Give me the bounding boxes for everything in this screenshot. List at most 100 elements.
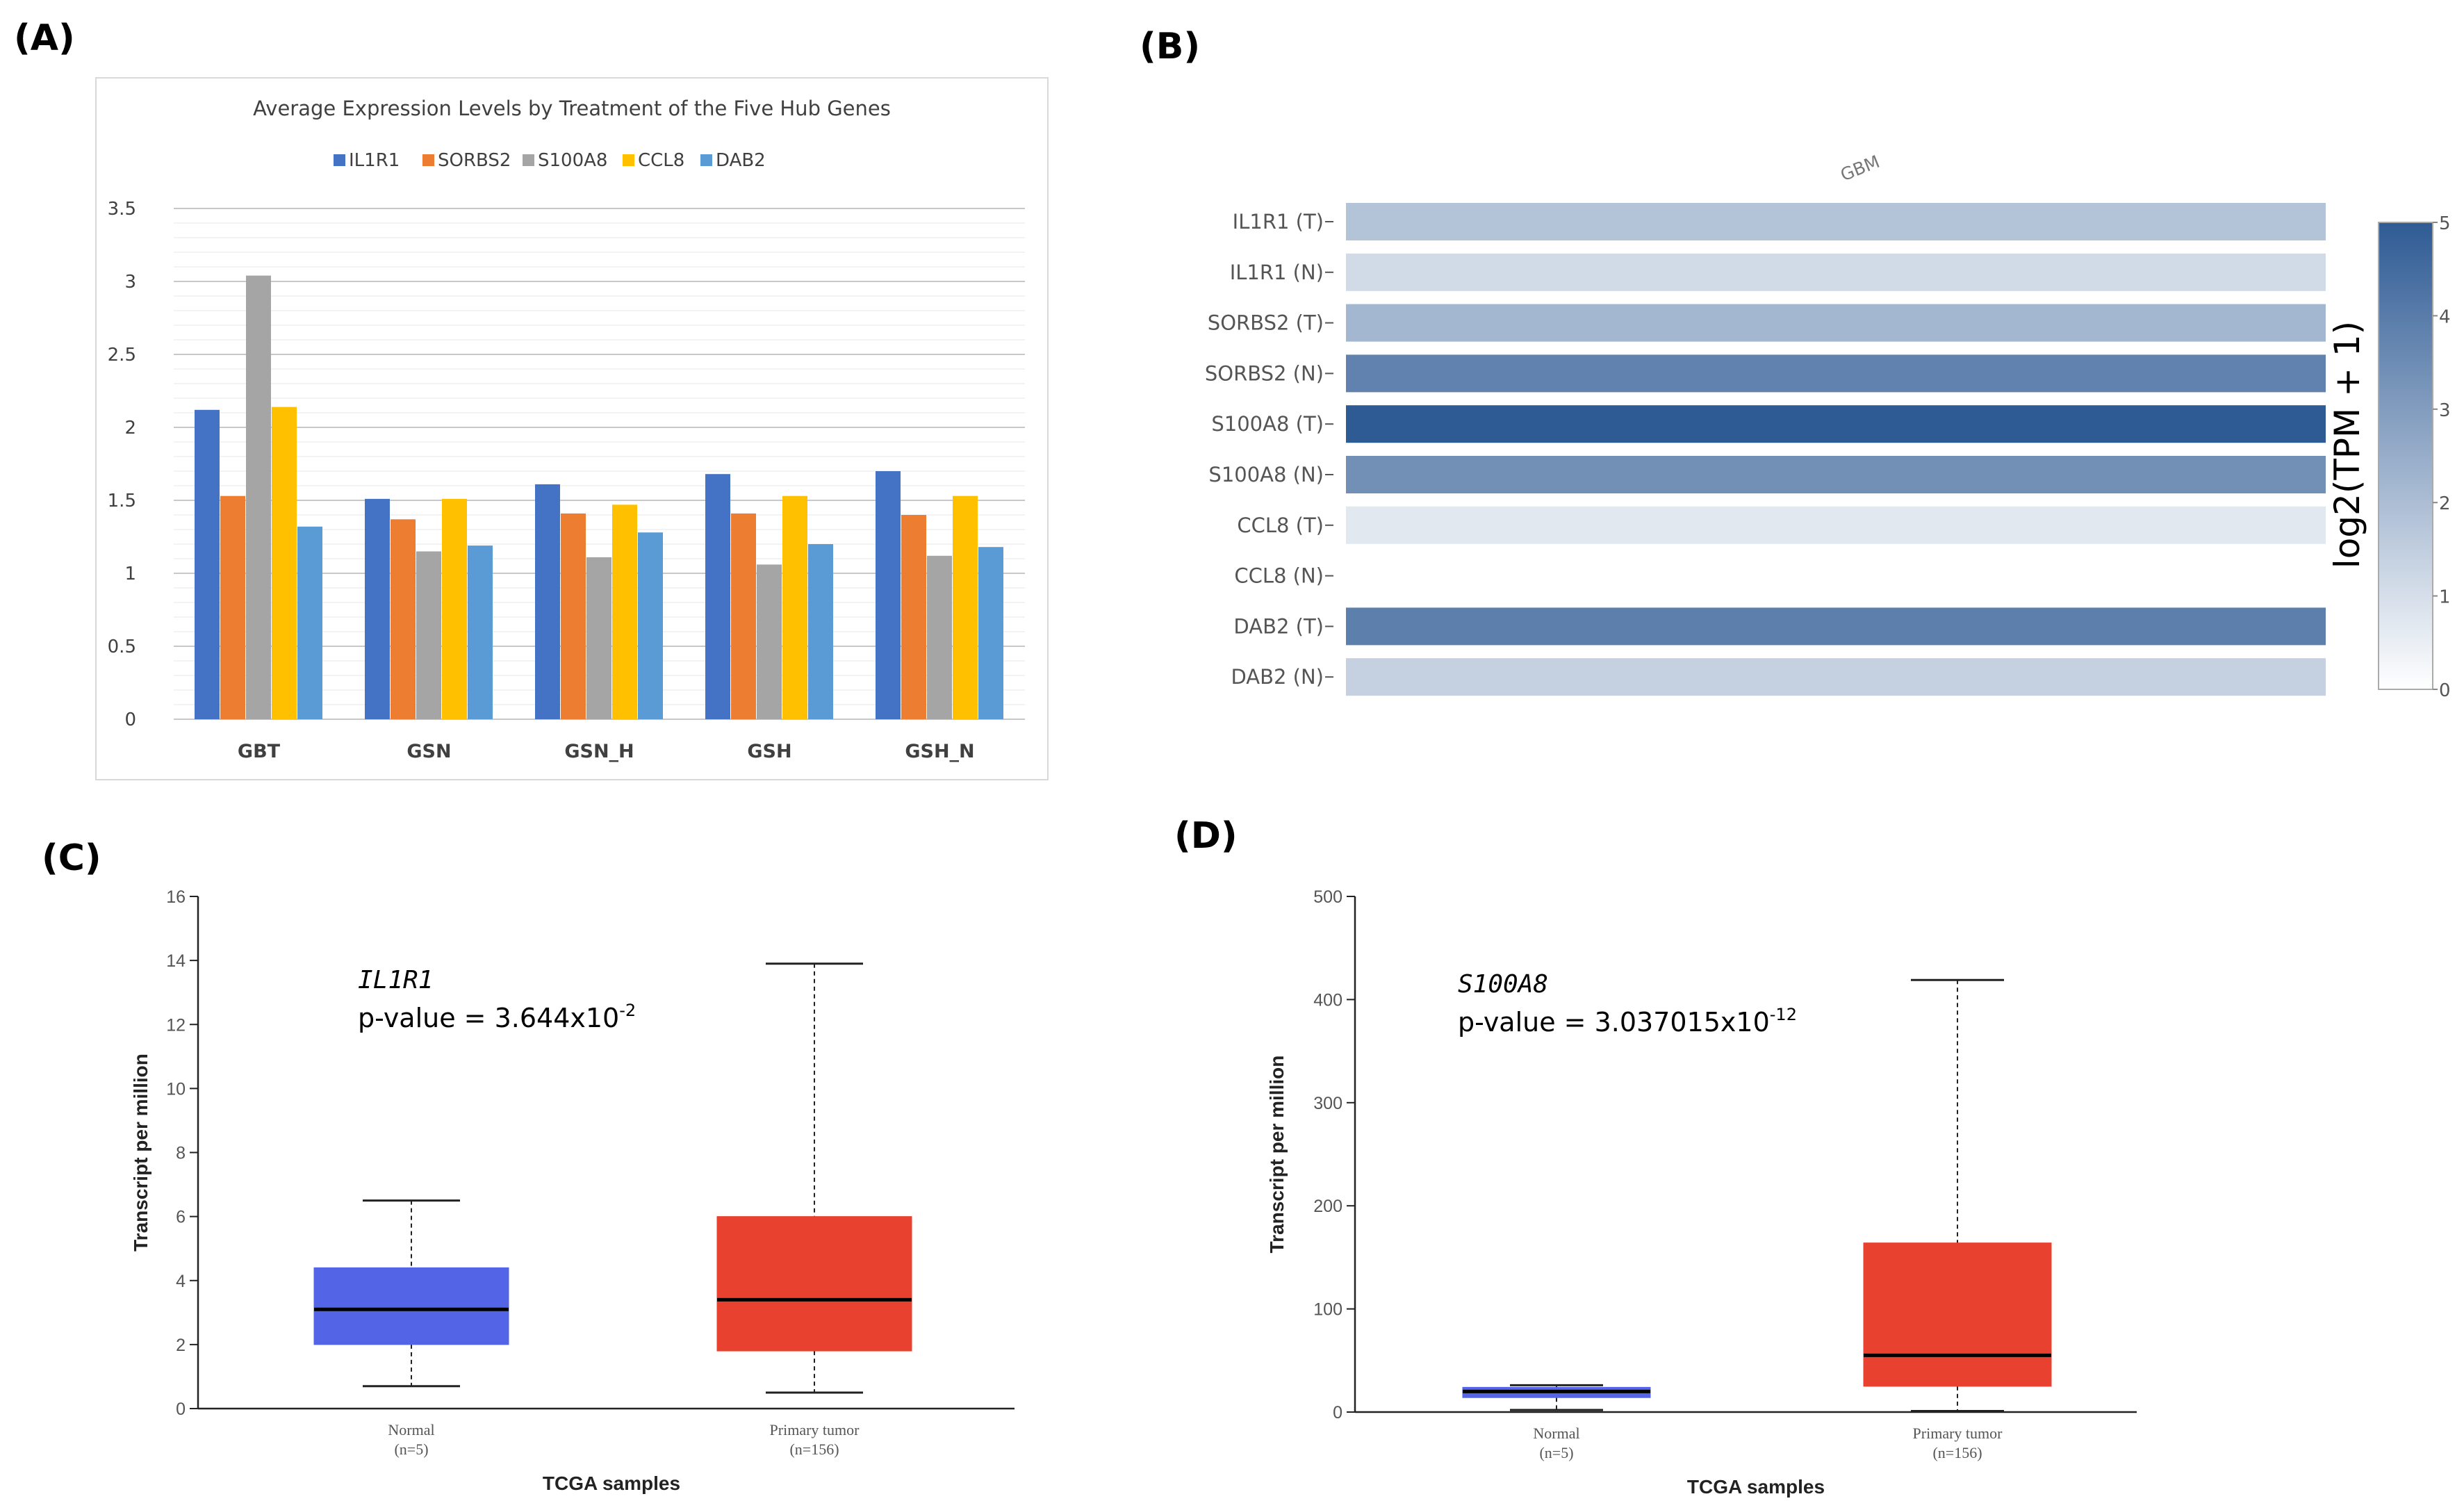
chart-a-bars <box>195 275 1003 720</box>
y-tick-label: 3 <box>124 272 136 293</box>
heatmap-cell <box>1346 607 2326 646</box>
heatmap-row-label: S100A8 (T) <box>1211 412 1324 436</box>
bar-il1r1-gsn <box>365 498 390 719</box>
y-tick-label: 14 <box>166 951 186 971</box>
y-tick-label: 2.5 <box>108 345 136 366</box>
bar-ccl8-gsh <box>782 495 807 719</box>
colorbar-title: log2(TPM + 1) <box>2327 321 2367 568</box>
heatmap-row-label: SORBS2 (N) <box>1205 361 1324 385</box>
heatmap-row-label: CCL8 (N) <box>1234 564 1324 588</box>
boxplot-d-gene: S100A8 <box>1458 970 1548 999</box>
y-tick-label: 8 <box>176 1144 186 1163</box>
y-tick-label: 1 <box>124 564 136 584</box>
bar-sorbs2-gsh_n <box>901 515 926 719</box>
bar-sorbs2-gsh <box>731 513 756 719</box>
bar-il1r1-gsh_n <box>876 471 901 719</box>
colorbar-tick-label: 0 <box>2439 680 2451 701</box>
category-label: GSH_N <box>905 741 974 762</box>
heatmap-row-label: SORBS2 (T) <box>1208 311 1324 335</box>
bar-ccl8-gsh_n <box>953 495 978 719</box>
colorbar-tick-label: 2 <box>2439 493 2451 514</box>
heatmap-cell <box>1346 658 2326 696</box>
y-tick-label: 200 <box>1313 1197 1342 1216</box>
y-tick-label: 4 <box>176 1272 186 1291</box>
bar-dab2-gsn <box>468 546 493 719</box>
panel-label-d: (D) <box>1174 815 1238 857</box>
legend-label: S100A8 <box>538 150 607 171</box>
panel-b-heatmap: GBM IL1R1 (T) IL1R1 (N) SORBS2 (T) SORBS2 (… <box>1205 151 2451 701</box>
colorbar-tick-label: 3 <box>2439 400 2451 421</box>
group-n: (n=5) <box>394 1441 428 1458</box>
heatmap-cell <box>1346 203 2326 240</box>
legend-swatch <box>523 154 534 166</box>
heatmap-row-label: DAB2 (T) <box>1233 614 1324 638</box>
boxplot-d-pvalue-exp: -12 <box>1770 1005 1797 1024</box>
chart-a-title: Average Expression Levels by Treatment o… <box>253 97 891 120</box>
chart-a-categories: GBT GSN GSN_H GSH GSH_N <box>238 741 975 762</box>
colorbar-tick-label: 5 <box>2439 213 2451 234</box>
bar-s100a8-gsh_n <box>927 555 952 719</box>
group-label: Primary tumor <box>770 1421 860 1438</box>
y-tick-label: 2 <box>124 418 136 438</box>
y-tick-label: 2 <box>176 1336 186 1355</box>
y-tick-label: 0 <box>176 1400 186 1419</box>
bar-sorbs2-gsn_h <box>561 513 586 719</box>
heatmap-row-label: IL1R1 (T) <box>1233 210 1324 233</box>
heatmap-column-label: GBM <box>1837 151 1882 186</box>
bar-il1r1-gsh <box>705 474 730 719</box>
bar-s100a8-gsn_h <box>586 557 611 719</box>
y-tick-label: 12 <box>166 1015 186 1035</box>
legend-label: SORBS2 <box>438 150 511 171</box>
group-n: (n=5) <box>1539 1444 1573 1461</box>
heatmap-row-label: S100A8 (N) <box>1208 463 1324 486</box>
heatmap-row-label: DAB2 (N) <box>1231 665 1324 689</box>
bar-ccl8-gsn_h <box>612 505 637 719</box>
y-tick-label: 16 <box>166 887 186 907</box>
y-tick-label: 3.5 <box>108 199 136 220</box>
y-axis-title: Transcript per million <box>1266 1056 1288 1254</box>
boxplot-d-pvalue-base: p-value = 3.037015x10 <box>1458 1007 1770 1037</box>
boxplot-d-pvalue: p-value = 3.037015x10-12 <box>1458 1005 1797 1037</box>
legend-swatch <box>334 154 345 166</box>
colorbar-ticks: 0 1 2 3 4 5 <box>2433 213 2451 701</box>
box-normal <box>313 1267 509 1345</box>
legend-label: CCL8 <box>638 150 684 171</box>
boxplot-c-pvalue-base: p-value = 3.644x10 <box>358 1003 619 1033</box>
panel-c-boxplot: 0 2 4 6 8 10 12 14 16 Transcript per million TCGA … <box>130 887 1015 1494</box>
heatmap-cell <box>1346 506 2326 544</box>
chart-a-y-ticks: 0 0.5 1 1.5 2 2.5 3 3.5 <box>108 199 136 730</box>
legend-swatch <box>700 154 712 166</box>
bar-ccl8-gsn <box>442 498 467 719</box>
category-label: GSH <box>747 741 791 762</box>
legend-label: IL1R1 <box>349 150 400 171</box>
x-axis-title: TCGA samples <box>1687 1476 1825 1498</box>
y-tick-label: 0.5 <box>108 637 136 657</box>
panel-label-c: (C) <box>42 837 101 879</box>
bar-ccl8-gbt <box>272 407 297 719</box>
panel-a-bar-chart: Average Expression Levels by Treatment o… <box>95 77 1049 780</box>
bar-s100a8-gsn <box>416 551 441 719</box>
bar-s100a8-gsh <box>757 564 782 719</box>
y-tick-label: 400 <box>1313 990 1342 1010</box>
y-axis-title: Transcript per million <box>130 1053 151 1252</box>
category-label: GBT <box>238 741 281 762</box>
group-label: Normal <box>1533 1425 1579 1442</box>
box-primary-tumor <box>1863 1242 2052 1387</box>
boxplot-d: 0 100 200 300 400 500 Transcript per million TC… <box>1266 887 2137 1498</box>
group-n: (n=156) <box>1932 1444 1982 1461</box>
legend-swatch <box>422 154 434 166</box>
legend-label: DAB2 <box>716 150 766 171</box>
colorbar-tick-label: 1 <box>2439 587 2451 608</box>
legend-swatch <box>623 154 634 166</box>
box-primary-tumor <box>716 1216 912 1352</box>
boxplot-c: 0 2 4 6 8 10 12 14 16 Transcript per million TCGA … <box>130 887 1015 1494</box>
heatmap-cell <box>1346 557 2326 595</box>
bar-dab2-gbt <box>297 526 322 719</box>
category-label: GSN_H <box>564 741 634 762</box>
heatmap-row-label: CCL8 (T) <box>1237 514 1324 537</box>
heatmap-row-label: IL1R1 (N) <box>1230 261 1324 284</box>
group-label: Normal <box>388 1421 434 1438</box>
panel-d-boxplot: 0 100 200 300 400 500 Transcript per million TC… <box>1266 887 2137 1498</box>
panel-label-a: (A) <box>14 17 75 59</box>
